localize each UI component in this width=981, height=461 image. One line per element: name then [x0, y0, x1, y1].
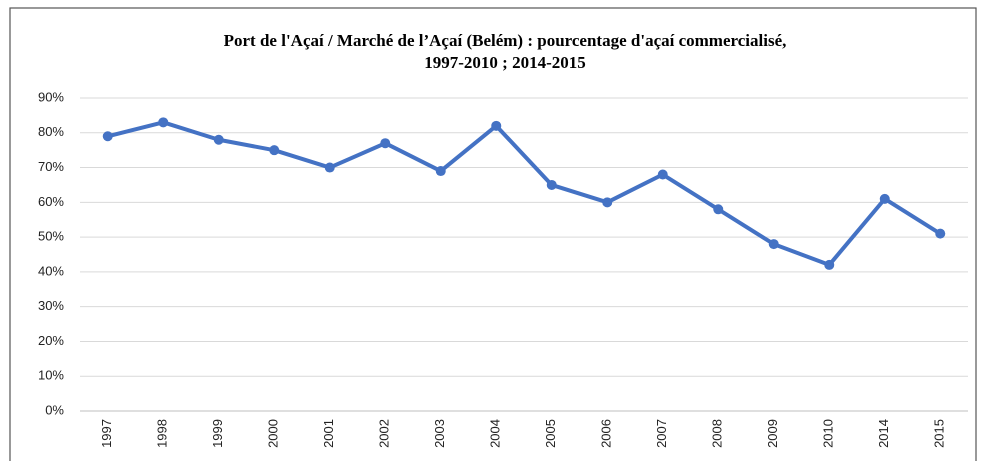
x-tick-label: 1999 [210, 419, 225, 448]
x-tick-label: 2000 [266, 419, 281, 448]
x-tick-label: 2001 [321, 419, 336, 448]
data-point [102, 131, 113, 142]
x-tick-label: 2005 [543, 419, 558, 448]
chart-title: Port de l'Açaí / Marché de l’Açaí (Belém… [224, 31, 787, 50]
x-tick-label: 1998 [155, 419, 170, 448]
x-tick-label: 2010 [821, 419, 836, 448]
data-point [269, 145, 280, 156]
data-point [546, 179, 557, 190]
data-point [768, 239, 779, 250]
data-point [213, 134, 224, 145]
y-tick-label: 60% [38, 194, 64, 209]
x-tick-label: 2003 [432, 419, 447, 448]
x-tick-label: 2008 [710, 419, 725, 448]
x-tick-label: 2007 [654, 419, 669, 448]
y-tick-label: 70% [38, 159, 64, 174]
data-point [435, 166, 446, 177]
y-tick-label: 0% [45, 402, 64, 417]
data-point [602, 197, 613, 208]
data-point [657, 169, 668, 180]
y-tick-label: 90% [38, 89, 64, 104]
y-tick-label: 30% [38, 298, 64, 313]
y-tick-label: 80% [38, 124, 64, 139]
x-tick-label: 1997 [99, 419, 114, 448]
data-line [107, 120, 942, 267]
data-point [935, 228, 946, 239]
chart-frame [9, 7, 977, 461]
data-point [158, 117, 169, 128]
chart-title: 1997-2010 ; 2014-2015 [424, 53, 585, 72]
x-tick-label: 2015 [932, 419, 947, 448]
y-tick-label: 10% [38, 368, 64, 383]
x-tick-label: 2014 [876, 419, 891, 448]
data-point [879, 193, 890, 204]
x-tick-label: 2009 [765, 419, 780, 448]
y-tick-label: 20% [38, 333, 64, 348]
data-point [713, 204, 724, 215]
data-point [491, 120, 502, 131]
data-point [324, 162, 335, 173]
x-tick-label: 2004 [488, 419, 503, 448]
data-point [824, 259, 835, 270]
x-tick-label: 2002 [377, 419, 392, 448]
data-point [380, 138, 391, 149]
y-tick-label: 50% [38, 229, 64, 244]
y-tick-label: 40% [38, 263, 64, 278]
x-tick-label: 2006 [599, 419, 614, 448]
